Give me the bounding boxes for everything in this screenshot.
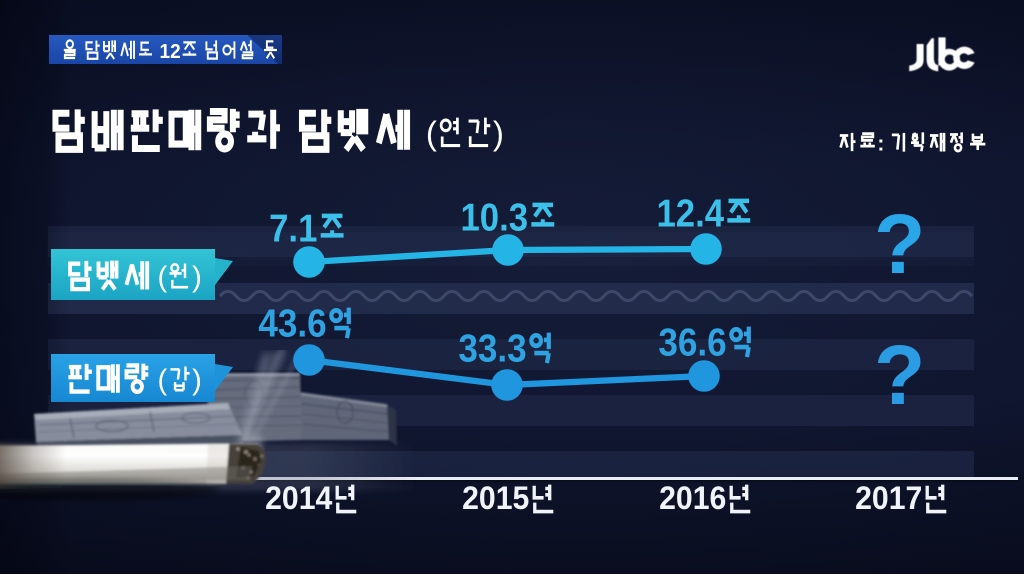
- svg-text:2015: 2015: [462, 480, 529, 516]
- svg-text:?: ?: [874, 328, 925, 422]
- svg-text:?: ?: [874, 197, 925, 291]
- svg-text:): ): [493, 115, 504, 152]
- svg-text:): ): [192, 365, 202, 397]
- svg-text::: :: [877, 133, 890, 156]
- svg-text:36.6: 36.6: [658, 322, 726, 365]
- svg-text:33.3: 33.3: [458, 328, 526, 371]
- svg-text:): ): [192, 262, 202, 294]
- svg-text:2017: 2017: [855, 480, 922, 516]
- svg-text:10.3: 10.3: [460, 197, 528, 240]
- svg-text:(: (: [158, 262, 168, 294]
- svg-text:2016: 2016: [659, 480, 726, 516]
- svg-text:7.1: 7.1: [269, 208, 317, 251]
- svg-text:2014: 2014: [265, 480, 332, 516]
- svg-text:12: 12: [154, 41, 180, 63]
- svg-text:43.6: 43.6: [258, 303, 326, 346]
- svg-text:(: (: [426, 115, 437, 152]
- svg-text:(: (: [158, 365, 168, 397]
- svg-text:12.4: 12.4: [656, 193, 724, 236]
